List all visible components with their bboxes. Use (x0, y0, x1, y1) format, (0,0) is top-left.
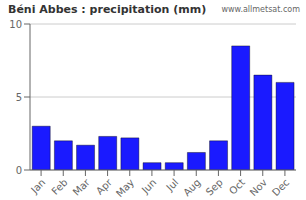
svg-text:May: May (114, 177, 136, 199)
svg-text:Oct: Oct (227, 177, 247, 197)
html-text:www.allmetsat.com: www.allmetsat.com (221, 4, 300, 14)
svg-text:10: 10 (9, 19, 22, 30)
svg-text:Aug: Aug (181, 177, 203, 199)
svg-text:Dec: Dec (270, 177, 291, 198)
svg-text:Nov: Nov (248, 177, 270, 199)
svg-text:Jun: Jun (139, 177, 159, 197)
svg-text:Mar: Mar (71, 176, 93, 198)
svg-text:Sep: Sep (204, 177, 225, 198)
svg-text:Jul: Jul (163, 177, 180, 194)
svg-text:0: 0 (16, 165, 22, 176)
svg-text:Feb: Feb (49, 177, 69, 197)
svg-text:Jan: Jan (28, 177, 47, 196)
svg-text:5: 5 (16, 92, 22, 103)
html-text:Béni Abbes : precipitation (mm: Béni Abbes : precipitation (mm) (8, 2, 207, 16)
svg-text:Apr: Apr (94, 176, 115, 197)
